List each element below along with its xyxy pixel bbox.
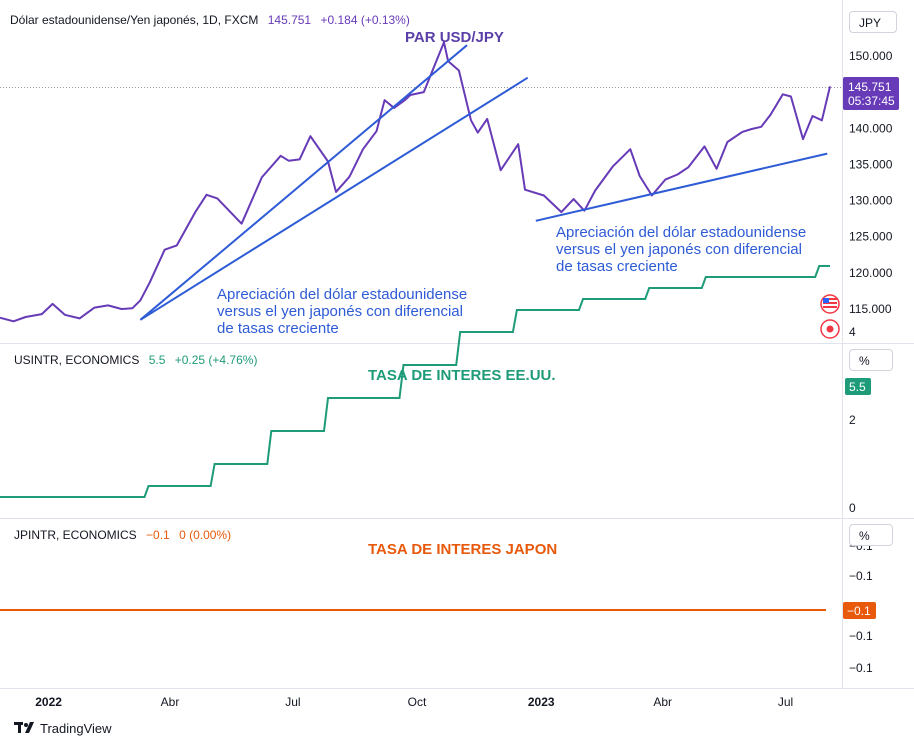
- left-note-line-3: de tasas creciente: [217, 320, 339, 337]
- time-axis-label: Jul: [778, 695, 793, 709]
- us-flag-event-icon[interactable]: [820, 294, 840, 314]
- time-axis-label: Oct: [408, 695, 427, 709]
- pair-title-annotation[interactable]: PAR USD/JPY: [405, 29, 504, 46]
- time-axis-label: Abr: [161, 695, 180, 709]
- jp-axis-tick: −0.1: [849, 569, 873, 583]
- last-price-tag: 145.751 05:37:45: [843, 77, 899, 110]
- jp-rate-title[interactable]: TASA DE INTERES JAPON: [368, 541, 557, 558]
- us-legend-value: 5.5: [148, 353, 166, 367]
- left-annotation-note[interactable]: Apreciación del dólar estadounidense ver…: [217, 286, 471, 337]
- time-axis-label: 2023: [528, 695, 555, 709]
- tradingview-logo-icon: [14, 722, 34, 733]
- jp-last-value-tag: −0.1: [843, 602, 876, 619]
- us-last-value-tag: 5.5: [845, 378, 871, 395]
- left-note-line-2: versus el yen japonés con diferencial: [217, 303, 463, 320]
- us-last-value: 5.5: [849, 380, 866, 394]
- us-rate-title[interactable]: TASA DE INTERES EE.UU.: [368, 367, 556, 384]
- right-note-line-3: de tasas creciente: [556, 258, 678, 275]
- us-symbol-title[interactable]: USINTR, ECONOMICS: [14, 353, 140, 367]
- jp-pane-legend[interactable]: JPINTR, ECONOMICS −0.1 0 (0.00%): [14, 528, 231, 542]
- price-axis-tick: 135.000: [849, 157, 893, 171]
- main-pane-legend[interactable]: Dólar estadounidense/Yen japonés, 1D, FX…: [10, 13, 410, 27]
- main-legend-change: +0.184 (+0.13%): [320, 13, 410, 27]
- price-axis-tick: 115.000: [849, 302, 892, 316]
- trendline-2[interactable]: [139, 76, 529, 321]
- jp-unit-button[interactable]: %: [849, 524, 893, 546]
- right-note-line-2: versus el yen japonés con diferencial: [556, 241, 802, 258]
- trendline-1[interactable]: [139, 44, 468, 321]
- price-axis-tick: 130.000: [849, 194, 893, 208]
- jp-axis-tick: −0.1: [849, 661, 873, 675]
- us-legend-change: +0.25 (+4.76%): [174, 353, 258, 367]
- jp-flag-event-icon[interactable]: [820, 319, 840, 339]
- time-axis-label: 2022: [35, 695, 62, 709]
- bar-countdown: 05:37:45: [848, 94, 895, 108]
- main-legend-value: 145.751: [267, 13, 312, 27]
- currency-unit-button[interactable]: JPY: [849, 11, 897, 33]
- jp-last-value: −0.1: [847, 604, 871, 618]
- usdjpy-price-line[interactable]: [0, 41, 831, 323]
- jp-legend-change: 0 (0.00%): [179, 528, 232, 542]
- last-price-value: 145.751: [848, 80, 892, 94]
- jp-symbol-title[interactable]: JPINTR, ECONOMICS: [14, 528, 137, 542]
- jp-legend-value: −0.1: [146, 528, 170, 542]
- trendline-3[interactable]: [535, 152, 828, 222]
- price-axis-tick: 125.000: [849, 230, 893, 244]
- price-axis-tick: 120.000: [849, 266, 893, 280]
- us-axis-tick: 2: [849, 413, 856, 427]
- us-unit-button[interactable]: %: [849, 349, 893, 371]
- us-rate-line[interactable]: [0, 265, 830, 498]
- tradingview-footer[interactable]: TradingView: [14, 718, 112, 738]
- price-axis-tick: 150.000: [849, 49, 893, 63]
- left-note-line-1: Apreciación del dólar estadounidense: [217, 286, 467, 303]
- us-pane-legend[interactable]: USINTR, ECONOMICS 5.5 +0.25 (+4.76%): [14, 353, 257, 367]
- main-symbol-title[interactable]: Dólar estadounidense/Yen japonés, 1D, FX…: [10, 13, 259, 27]
- right-annotation-note[interactable]: Apreciación del dólar estadounidense ver…: [556, 224, 810, 275]
- us-axis-tick: 0: [849, 501, 856, 515]
- right-note-line-1: Apreciación del dólar estadounidense: [556, 224, 806, 241]
- us-axis-tick: 4: [849, 325, 856, 339]
- time-axis-label: Jul: [285, 695, 300, 709]
- jp-axis-tick: −0.1: [849, 629, 873, 643]
- tradingview-brand: TradingView: [40, 720, 112, 736]
- time-axis-label: Abr: [653, 695, 672, 709]
- price-axis-tick: 140.000: [849, 121, 893, 135]
